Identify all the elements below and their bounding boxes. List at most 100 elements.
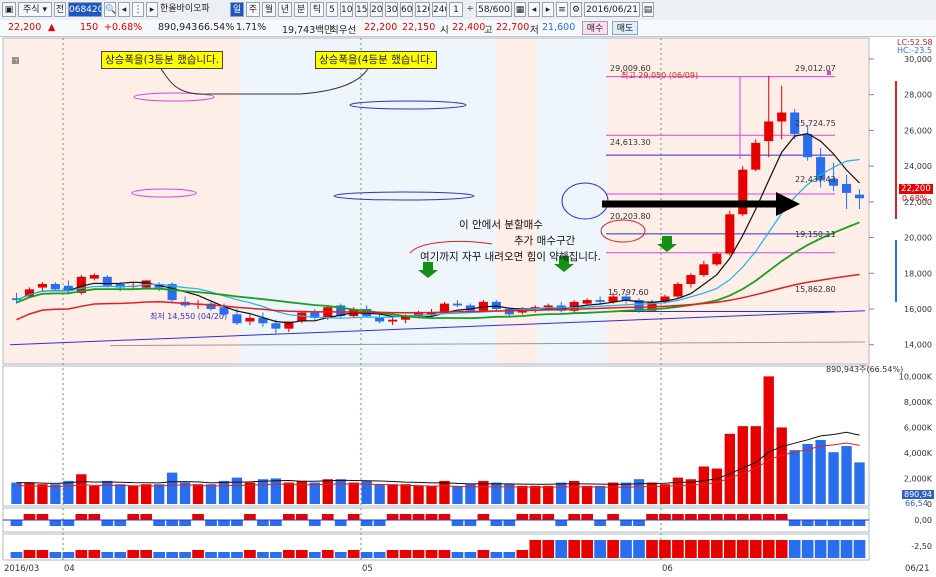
vol-tick-label: 6,000K: [904, 423, 933, 432]
pink-ellipse-1[interactable]: [133, 92, 215, 102]
volume-bar: [737, 426, 748, 504]
page-count[interactable]: 58/600: [476, 2, 512, 17]
candle-body: [115, 283, 125, 288]
scroll-left-icon[interactable]: ◂: [528, 2, 540, 17]
volume-bar: [205, 484, 217, 504]
min-30[interactable]: 30: [385, 2, 398, 17]
min-15[interactable]: 15: [355, 2, 368, 17]
candle-body: [504, 308, 514, 315]
prev-icon[interactable]: ◂: [118, 2, 130, 17]
layout-icon[interactable]: ▣: [2, 2, 16, 17]
search-icon[interactable]: 🔍: [104, 2, 116, 17]
osc2-bar: [231, 552, 243, 558]
indicator-icon[interactable]: ≡: [556, 2, 568, 17]
volume-bar: [128, 485, 139, 504]
osc1-bar: [464, 520, 477, 526]
tab-tick[interactable]: 틱: [310, 2, 324, 17]
min-60[interactable]: 60: [400, 2, 413, 17]
buy-button[interactable]: 매수: [582, 21, 608, 35]
blue-ellipse-1[interactable]: [349, 100, 467, 110]
min-10[interactable]: 10: [340, 2, 353, 17]
osc2-bar: [192, 550, 204, 558]
open-price: 22,400: [452, 22, 486, 33]
volume-bar: [841, 446, 852, 504]
unit-spin-icon[interactable]: ÷: [466, 4, 474, 14]
note-4-parts[interactable]: 상승폭을(4등분 했습니다.: [315, 51, 438, 69]
tab-week[interactable]: 주: [246, 2, 260, 17]
best-price: 22,200: [364, 22, 398, 33]
osc2-bar: [360, 552, 373, 558]
ma10-line: [16, 158, 860, 319]
stock-chart[interactable]: 30,000 28,000 26,000 24,000 22,000 20,000 18,0…: [0, 36, 936, 577]
tab-year[interactable]: 년: [278, 2, 292, 17]
blue-ellipse-2[interactable]: [333, 191, 475, 201]
osc2-bar: [36, 550, 49, 558]
min-240[interactable]: 240: [432, 2, 447, 17]
toolbar: ▣ 주식 ▾ 전 068420 🔍 ◂ ⋮ ▸ 한올바이오파 일 주 월 년 분…: [0, 0, 936, 21]
next-icon[interactable]: ▸: [146, 2, 158, 17]
candle-body: [375, 317, 385, 322]
volume-bar: [815, 439, 826, 504]
osc2-bar: [10, 552, 23, 558]
ma120-line: [9, 310, 866, 346]
code-input[interactable]: 068420: [68, 2, 102, 17]
sell-button[interactable]: 매도: [612, 21, 638, 35]
chart-type-icon[interactable]: ▦: [514, 2, 526, 17]
volume-bar: [244, 482, 256, 504]
low-label: 저: [530, 25, 539, 36]
min-5[interactable]: 5: [326, 2, 338, 17]
volume-bar: [76, 474, 87, 504]
stock-menu-icon[interactable]: ⋮: [132, 2, 144, 17]
min-120[interactable]: 120: [415, 2, 430, 17]
osc1-bar: [49, 520, 62, 526]
panel-icon[interactable]: ▦: [11, 56, 20, 66]
osc1-bar: [127, 514, 140, 520]
ma240-line: [109, 341, 866, 347]
red-ellipse[interactable]: [600, 219, 646, 243]
candle-body: [206, 303, 216, 309]
volume-bar: [478, 480, 489, 504]
candle-body: [439, 303, 450, 313]
volume-label: 890,943주(66.54%): [826, 365, 904, 374]
candle-body: [543, 305, 553, 308]
candle-body: [816, 157, 826, 181]
all-button[interactable]: 전: [54, 2, 66, 17]
volume-bar: [50, 484, 61, 504]
volume: 890,943: [158, 22, 198, 33]
volume-bar: [556, 482, 567, 504]
scroll-right-icon[interactable]: ▸: [542, 2, 554, 17]
volume-bar: [140, 484, 152, 504]
market-select[interactable]: 주식 ▾: [18, 2, 52, 17]
osc2-bar: [542, 540, 555, 558]
tab-day[interactable]: 일: [230, 2, 244, 17]
osc1-bar: [568, 514, 581, 520]
unit-input[interactable]: 1: [449, 2, 463, 17]
settings-icon[interactable]: ⚙: [570, 2, 582, 17]
min-20[interactable]: 20: [370, 2, 383, 17]
osc2-axis-label: -2,50: [911, 542, 932, 551]
level-15862: 15,862.80: [795, 285, 836, 294]
osc1-bar: [347, 514, 360, 520]
candle-body: [790, 112, 800, 134]
osc1-bar: [620, 520, 632, 526]
tab-month[interactable]: 월: [262, 2, 276, 17]
calendar-icon[interactable]: ▤: [642, 2, 654, 17]
tab-minute[interactable]: 분: [294, 2, 308, 17]
osc1-bar: [360, 520, 373, 526]
note-3-parts[interactable]: 상승폭을(3등분 했습니다.: [101, 51, 224, 69]
osc2-bar: [321, 550, 334, 558]
osc2-bar: [438, 550, 451, 558]
osc2-bar: [659, 540, 671, 558]
volume-bar: [581, 485, 593, 504]
bg-band-may2: [537, 38, 607, 364]
vol-tick-label: 2,000K: [904, 474, 933, 483]
osc2-bar: [555, 540, 568, 558]
pink-ellipse-2[interactable]: [131, 188, 197, 198]
y-tick-label: 24,000: [904, 162, 932, 171]
high-label: 고: [484, 25, 493, 36]
candle-body: [803, 133, 813, 158]
level-22437: 22,437.43: [795, 175, 836, 184]
date-input[interactable]: 2016/06/21: [584, 2, 640, 17]
volume-bar: [166, 472, 178, 504]
level-24613: 24,613.30: [610, 138, 651, 147]
